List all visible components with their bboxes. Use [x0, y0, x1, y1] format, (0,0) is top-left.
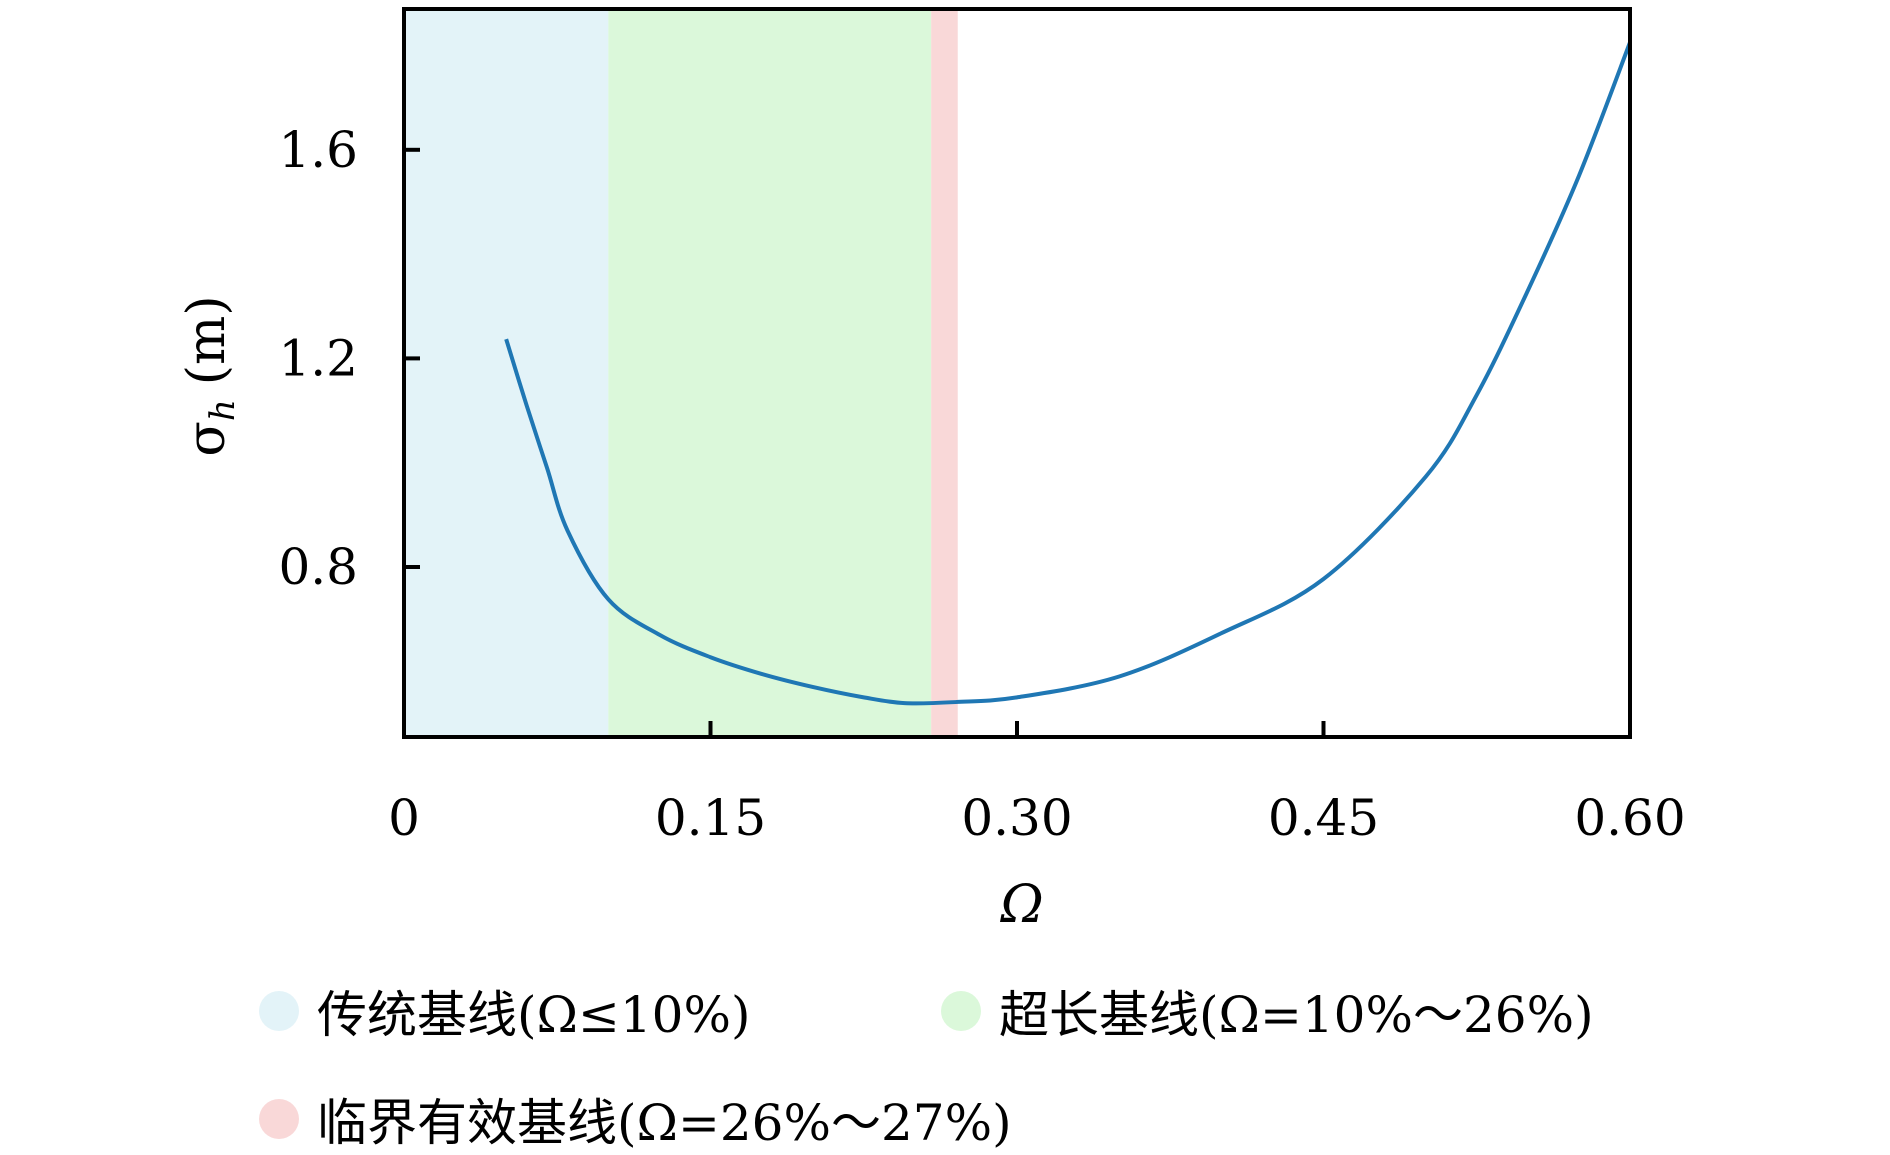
legend-item-ultralong: 超长基线(Ω=10%～26%) — [941, 975, 1594, 1047]
x-tick-label: 0.15 — [655, 789, 766, 847]
legend-marker — [259, 991, 299, 1031]
shaded-bands — [404, 9, 958, 737]
band-1 — [608, 9, 932, 737]
y-tick-label: 0.8 — [278, 538, 358, 596]
x-tick-label: 0.30 — [961, 789, 1072, 847]
legend-item-traditional: 传统基线(Ω≤10%) — [259, 975, 751, 1047]
y-axis-label-unit: (m) — [177, 295, 237, 385]
band-0 — [404, 9, 609, 737]
band-2 — [931, 9, 958, 737]
series-line — [504, 41, 1632, 706]
legend-marker — [259, 1099, 299, 1139]
y-axis-label: σh (m) — [177, 295, 243, 456]
legend-label: 临界有效基线(Ω=26%～27%) — [317, 1094, 1012, 1152]
ticks: 0 0.15 0.30 0.45 0.60 0.8 1.2 1.6 — [278, 121, 1685, 847]
x-axis-label: Ω — [999, 875, 1043, 935]
y-tick-label: 1.2 — [278, 329, 358, 387]
legend-marker — [941, 991, 981, 1031]
legend-label: 传统基线(Ω≤10%) — [317, 986, 751, 1044]
y-axis-label-symbol: σ — [177, 421, 237, 457]
data-line — [504, 41, 1632, 706]
y-axis-label-subscript: h — [203, 399, 243, 421]
y-tick-label: 1.6 — [278, 121, 358, 179]
legend-label: 超长基线(Ω=10%～26%) — [999, 986, 1594, 1044]
x-tick-label: 0.60 — [1574, 789, 1685, 847]
legend-item-critical: 临界有效基线(Ω=26%～27%) — [259, 1083, 1012, 1155]
x-tick-label: 0 — [388, 789, 420, 847]
x-tick-label: 0.45 — [1268, 789, 1379, 847]
